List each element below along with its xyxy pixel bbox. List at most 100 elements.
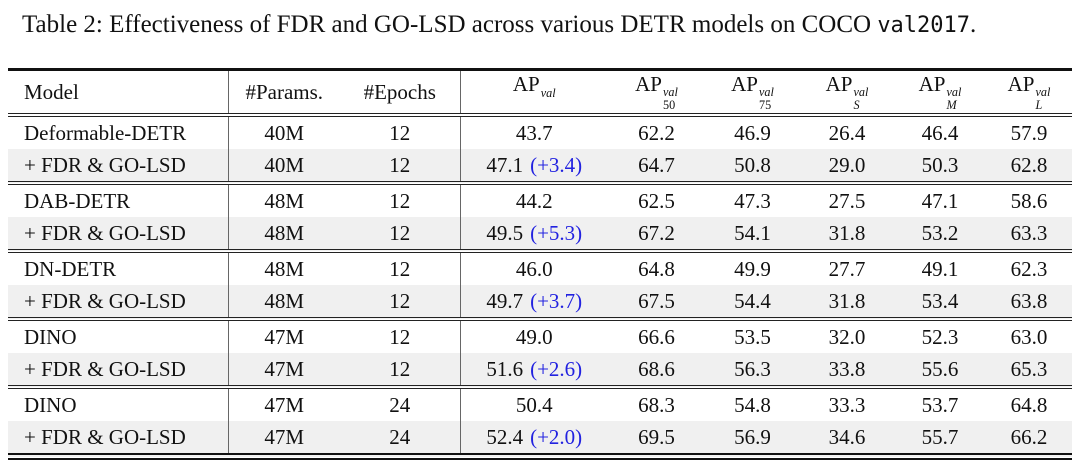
table-row: Deformable-DETR 40M 12 43.7 62.2 46.9 26… — [8, 115, 1072, 149]
cell-ap50: 67.2 — [638, 220, 675, 245]
cell-ap-m: 53.2 — [921, 220, 959, 245]
cell-ap50: 69.5 — [638, 424, 675, 449]
cell-model: DAB-DETR — [8, 183, 229, 217]
cell-epochs: 24 — [340, 421, 461, 457]
cell-ap75: 56.3 — [734, 356, 771, 381]
cell-ap-l: 63.8 — [1010, 288, 1048, 313]
header-ap-m: AP val M — [918, 71, 962, 113]
ap-delta: (+5.3) — [530, 220, 583, 245]
cell-params: 40M — [264, 152, 305, 177]
cell-ap-l: 63.3 — [1010, 220, 1048, 245]
cell-ap-s: 29.0 — [828, 152, 866, 177]
table-row-highlighted: + FDR & GO-LSD 47M 12 51.6 (+2.6) 68.6 56… — [8, 353, 1072, 387]
cell-ap-s: 31.8 — [828, 220, 866, 245]
cell-epochs: 12 — [340, 115, 461, 149]
cell-epochs: 12 — [340, 251, 461, 285]
ap-delta: (+2.0) — [530, 424, 583, 449]
cell-ap: 52.4 (+2.0) — [486, 424, 583, 449]
header-row: Model #Params. #Epochs AP val AP val 50 AP v… — [8, 69, 1072, 115]
cell-ap75: 54.1 — [734, 220, 771, 245]
cell-ap-s: 33.3 — [828, 392, 866, 417]
header-model: Model — [8, 69, 229, 115]
cell-model: + FDR & GO-LSD — [8, 217, 229, 251]
cell-params: 47M — [264, 324, 305, 349]
cell-ap-m: 49.1 — [921, 256, 959, 281]
cell-ap-m: 47.1 — [921, 188, 959, 213]
cell-model: Deformable-DETR — [8, 115, 229, 149]
block-dn-detr: DN-DETR 48M 12 46.0 64.8 49.9 27.7 49.1 … — [8, 251, 1072, 319]
cell-ap50: 66.6 — [638, 324, 675, 349]
cell-ap50: 64.7 — [638, 152, 675, 177]
cell-params: 48M — [264, 188, 305, 213]
cell-ap-l: 62.8 — [1010, 152, 1048, 177]
caption-period: . — [970, 11, 977, 38]
cell-params: 47M — [264, 424, 305, 449]
cell-ap-s: 34.6 — [828, 424, 866, 449]
cell-ap-s: 27.5 — [828, 188, 866, 213]
cell-epochs: 12 — [340, 217, 461, 251]
cell-ap: 49.0 — [515, 324, 553, 349]
header-epochs: #Epochs — [340, 69, 461, 115]
cell-ap: 51.6 (+2.6) — [486, 356, 583, 381]
cell-ap75: 46.9 — [734, 120, 771, 145]
caption-code-val2017: val2017 — [877, 13, 971, 38]
cell-ap: 44.2 — [515, 188, 553, 213]
cell-ap75: 47.3 — [734, 188, 771, 213]
cell-ap-l: 63.0 — [1010, 324, 1048, 349]
cell-epochs: 12 — [340, 183, 461, 217]
caption-text: Table 2: Effectiveness of FDR and GO-LSD… — [22, 11, 878, 38]
header-ap: AP val — [512, 72, 556, 100]
cell-params: 40M — [264, 120, 305, 145]
cell-model: DN-DETR — [8, 251, 229, 285]
cell-ap-s: 27.7 — [828, 256, 866, 281]
header-ap-s: AP val S — [825, 71, 869, 113]
cell-model: + FDR & GO-LSD — [8, 421, 229, 457]
cell-ap75: 53.5 — [734, 324, 771, 349]
cell-ap: 49.5 (+5.3) — [486, 220, 583, 245]
table-row-highlighted: + FDR & GO-LSD 48M 12 49.5 (+5.3) 67.2 54… — [8, 217, 1072, 251]
cell-ap75: 54.8 — [734, 392, 771, 417]
cell-ap50: 62.2 — [638, 120, 675, 145]
cell-ap: 50.4 — [515, 392, 553, 417]
cell-ap50: 62.5 — [638, 188, 675, 213]
header-ap-l: AP val L — [1007, 71, 1051, 113]
cell-ap75: 54.4 — [734, 288, 771, 313]
cell-ap-m: 55.7 — [921, 424, 959, 449]
cell-ap-m: 53.4 — [921, 288, 959, 313]
cell-ap75: 49.9 — [734, 256, 771, 281]
cell-params: 48M — [264, 288, 305, 313]
cell-ap: 49.7 (+3.7) — [486, 288, 583, 313]
table-row: DAB-DETR 48M 12 44.2 62.5 47.3 27.5 47.1… — [8, 183, 1072, 217]
table-header: Model #Params. #Epochs AP val AP val 50 AP v… — [8, 69, 1072, 115]
cell-model: + FDR & GO-LSD — [8, 149, 229, 183]
header-params: #Params. — [245, 79, 324, 104]
cell-ap75: 50.8 — [734, 152, 771, 177]
cell-params: 48M — [264, 256, 305, 281]
cell-ap-s: 32.0 — [828, 324, 866, 349]
table-row-highlighted: + FDR & GO-LSD 47M 24 52.4 (+2.0) 69.5 56… — [8, 421, 1072, 457]
table-row: DINO 47M 24 50.4 68.3 54.8 33.3 53.7 64.… — [8, 387, 1072, 421]
table-row-highlighted: + FDR & GO-LSD 48M 12 49.7 (+3.7) 67.5 54… — [8, 285, 1072, 319]
cell-ap-s: 31.8 — [828, 288, 866, 313]
ap-delta: (+3.7) — [530, 288, 583, 313]
cell-ap-l: 58.6 — [1010, 188, 1048, 213]
cell-epochs: 12 — [340, 319, 461, 353]
cell-ap-l: 62.3 — [1010, 256, 1048, 281]
ap-delta: (+2.6) — [530, 356, 583, 381]
block-dino-24ep: DINO 47M 24 50.4 68.3 54.8 33.3 53.7 64.… — [8, 387, 1072, 457]
cell-ap-l: 66.2 — [1010, 424, 1048, 449]
header-ap75: AP val 75 — [731, 71, 774, 113]
cell-epochs: 12 — [340, 285, 461, 319]
header-ap50: AP val 50 — [635, 71, 678, 113]
ap-delta: (+3.4) — [530, 152, 583, 177]
block-dino-12ep: DINO 47M 12 49.0 66.6 53.5 32.0 52.3 63.… — [8, 319, 1072, 387]
cell-ap-m: 46.4 — [921, 120, 959, 145]
cell-ap: 46.0 — [515, 256, 553, 281]
block-dab-detr: DAB-DETR 48M 12 44.2 62.5 47.3 27.5 47.1… — [8, 183, 1072, 251]
cell-ap-l: 65.3 — [1010, 356, 1048, 381]
cell-model: + FDR & GO-LSD — [8, 353, 229, 387]
cell-model: DINO — [8, 319, 229, 353]
results-table: Model #Params. #Epochs AP val AP val 50 AP v… — [8, 68, 1072, 460]
cell-model: + FDR & GO-LSD — [8, 285, 229, 319]
cell-ap-s: 33.8 — [828, 356, 866, 381]
